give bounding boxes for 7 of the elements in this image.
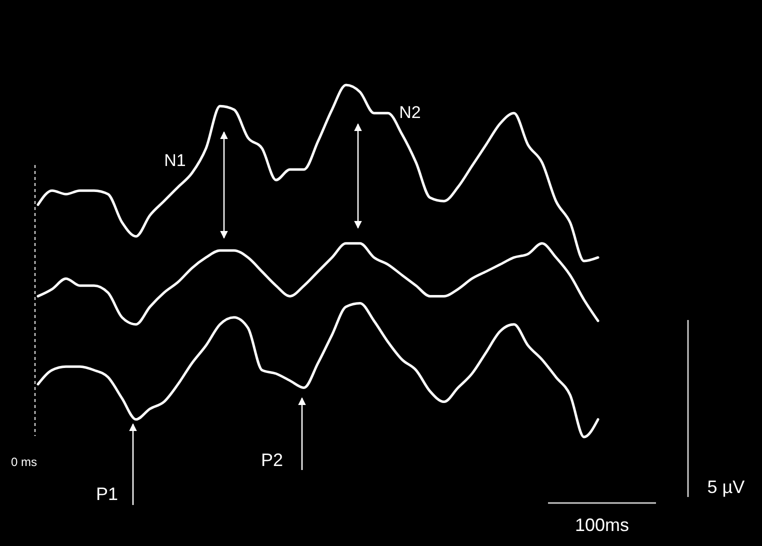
text: P1 (96, 484, 118, 504)
annotation: N1 (164, 151, 186, 170)
annotation: N2 (399, 103, 421, 122)
text: P2 (260, 450, 284, 470)
text: 0 ms (10, 455, 38, 469)
text: 100ms (574, 515, 630, 535)
text: 5 µV (707, 477, 745, 497)
